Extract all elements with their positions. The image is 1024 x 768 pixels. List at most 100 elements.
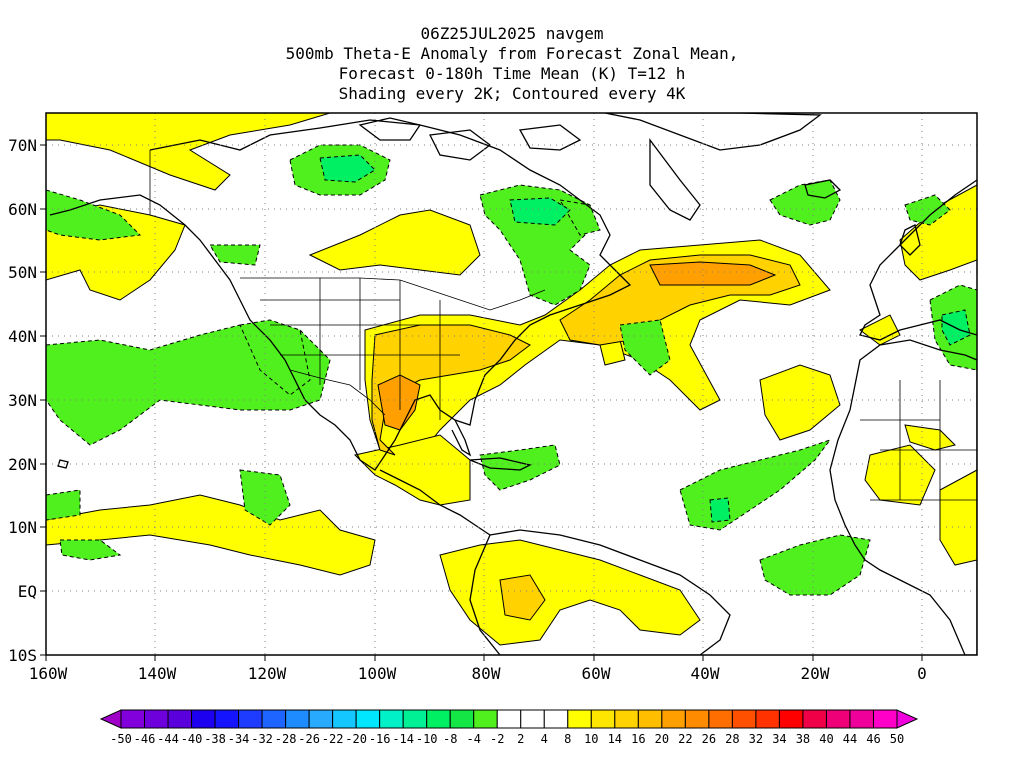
green-region-africa-equator (759, 534, 871, 596)
cuba-outline (469, 457, 532, 471)
chart-title-block: 06Z25JUL2025 navgem 500mb Theta-E Anomal… (0, 24, 1024, 104)
colorbar-swatch (590, 709, 616, 729)
lat-label-70n: 70N (8, 136, 37, 155)
canada-islands-outline (358, 117, 582, 161)
colorbar-labels: -50 -46 -44 -40 -38 -34 -32 -28 -26 -22 -20 -16 -14-… (110, 732, 904, 746)
colorbar-label: -46 (134, 732, 156, 746)
green-region-west-canada (209, 244, 261, 266)
coastlines (49, 113, 977, 655)
colorbar-swatch (708, 709, 733, 729)
colorbar-label: -14 (392, 732, 414, 746)
colorbar-swatch (684, 709, 710, 729)
colorbar-swatch (661, 709, 686, 729)
green-region-north-atlantic (769, 179, 841, 226)
lon-label-100w: 100W (358, 664, 397, 683)
lat-label-30n: 30N (8, 391, 37, 410)
orange-region-east-usa (371, 324, 531, 456)
colorbar-label: 44 (843, 732, 857, 746)
colorbar-arrow-low (99, 709, 122, 729)
lat-label-eq: EQ (18, 582, 37, 601)
north-america-outline (49, 119, 632, 471)
colorbar-swatch (402, 709, 428, 729)
colorbar-swatch (473, 709, 498, 729)
south-america-outline (469, 529, 731, 655)
colorbar-label: -20 (345, 732, 367, 746)
central-america-outline (379, 469, 491, 536)
colorbar-label: 40 (819, 732, 833, 746)
colorbar-swatch (449, 709, 475, 729)
colorbar-label: -22 (322, 732, 344, 746)
us-mexico-border (289, 369, 386, 416)
colorbar-swatch (191, 709, 216, 729)
lon-label-140w: 140W (138, 664, 177, 683)
green-region-caribbean (479, 444, 561, 491)
colorbar-swatch (731, 709, 757, 729)
colorbar-label: 4 (541, 732, 548, 746)
lat-lon-grid (46, 113, 977, 655)
yellow-region-canada-central (308, 209, 481, 276)
green-region-arctic-small (559, 199, 601, 236)
colorbar-swatch (261, 709, 287, 729)
lon-label-20w: 20W (801, 664, 830, 683)
axis-ticks (40, 144, 923, 661)
colorbar-label: -40 (181, 732, 203, 746)
yellow-region-africa-coast (939, 469, 977, 566)
colorbar-label: 28 (725, 732, 739, 746)
colorbar-swatch (637, 709, 663, 729)
colorbar-swatch (355, 709, 381, 729)
colorbar-label: 22 (678, 732, 692, 746)
green-region-alaska-gulf (46, 189, 142, 241)
colorbar-swatch (567, 709, 592, 729)
colorbar-swatch (120, 709, 146, 729)
negative-anomaly-shading (46, 144, 977, 596)
lon-label-160w: 160W (29, 664, 68, 683)
title-line-2: 500mb Theta-E Anomaly from Forecast Zona… (285, 44, 739, 63)
lon-label-40w: 40W (691, 664, 720, 683)
latitude-labels: 70N 60N 50N 40N 30N 20N 10N EQ 10S (8, 136, 37, 665)
lon-label-120w: 120W (248, 664, 287, 683)
colorbar-swatch (614, 709, 639, 729)
africa-outline (829, 339, 977, 655)
us-state-grid (260, 278, 460, 420)
colorbar-label: 32 (749, 732, 763, 746)
colorbar-swatch (496, 709, 522, 729)
colorbar-label: -16 (369, 732, 391, 746)
yellow-region-south-america (439, 539, 701, 646)
colorbar-swatch (755, 709, 780, 729)
colorbar-swatch (167, 709, 193, 729)
africa-borders (860, 380, 977, 520)
colorbar-swatch (802, 709, 827, 729)
lat-label-10n: 10N (8, 518, 37, 537)
yellow-region-africa-north (904, 424, 956, 451)
colorbar-swatch (332, 709, 357, 729)
lon-label-80w: 80W (472, 664, 501, 683)
map-frame (45, 112, 978, 656)
colorbar-label: -8 (443, 732, 457, 746)
colorbar-swatch (379, 709, 404, 729)
yellow-region-gulf (354, 434, 471, 506)
mid-green-region-canada (319, 154, 376, 183)
colorbar-label: 8 (564, 732, 571, 746)
dark-orange-region-atlantic (649, 261, 777, 286)
lon-label-0: 0 (917, 664, 927, 683)
colorbar-swatch (778, 709, 804, 729)
colorbar-label: -38 (204, 732, 226, 746)
political-borders (149, 150, 977, 520)
longitude-labels: 160W 140W 120W 100W 80W 60W 40W 20W 0 (29, 664, 927, 683)
colorbar-label: 16 (631, 732, 645, 746)
colorbar-label: -28 (275, 732, 297, 746)
mid-green-region-atlantic (709, 497, 731, 523)
yellow-region-alaska-north (46, 113, 331, 191)
colorbar-label: -50 (110, 732, 132, 746)
colorbar-swatch (285, 709, 310, 729)
colorbar-label: 46 (866, 732, 880, 746)
lat-label-10s: 10S (8, 646, 37, 665)
colorbar-swatch (308, 709, 334, 729)
colorbar-arrow-high (896, 709, 919, 729)
colorbar-swatch (214, 709, 240, 729)
title-line-4: Shading every 2K; Contoured every 4K (338, 84, 686, 103)
colorbar-label: -2 (490, 732, 504, 746)
colorbar-label: 34 (772, 732, 786, 746)
lon-label-60w: 60W (582, 664, 611, 683)
colorbar-label: -10 (416, 732, 438, 746)
